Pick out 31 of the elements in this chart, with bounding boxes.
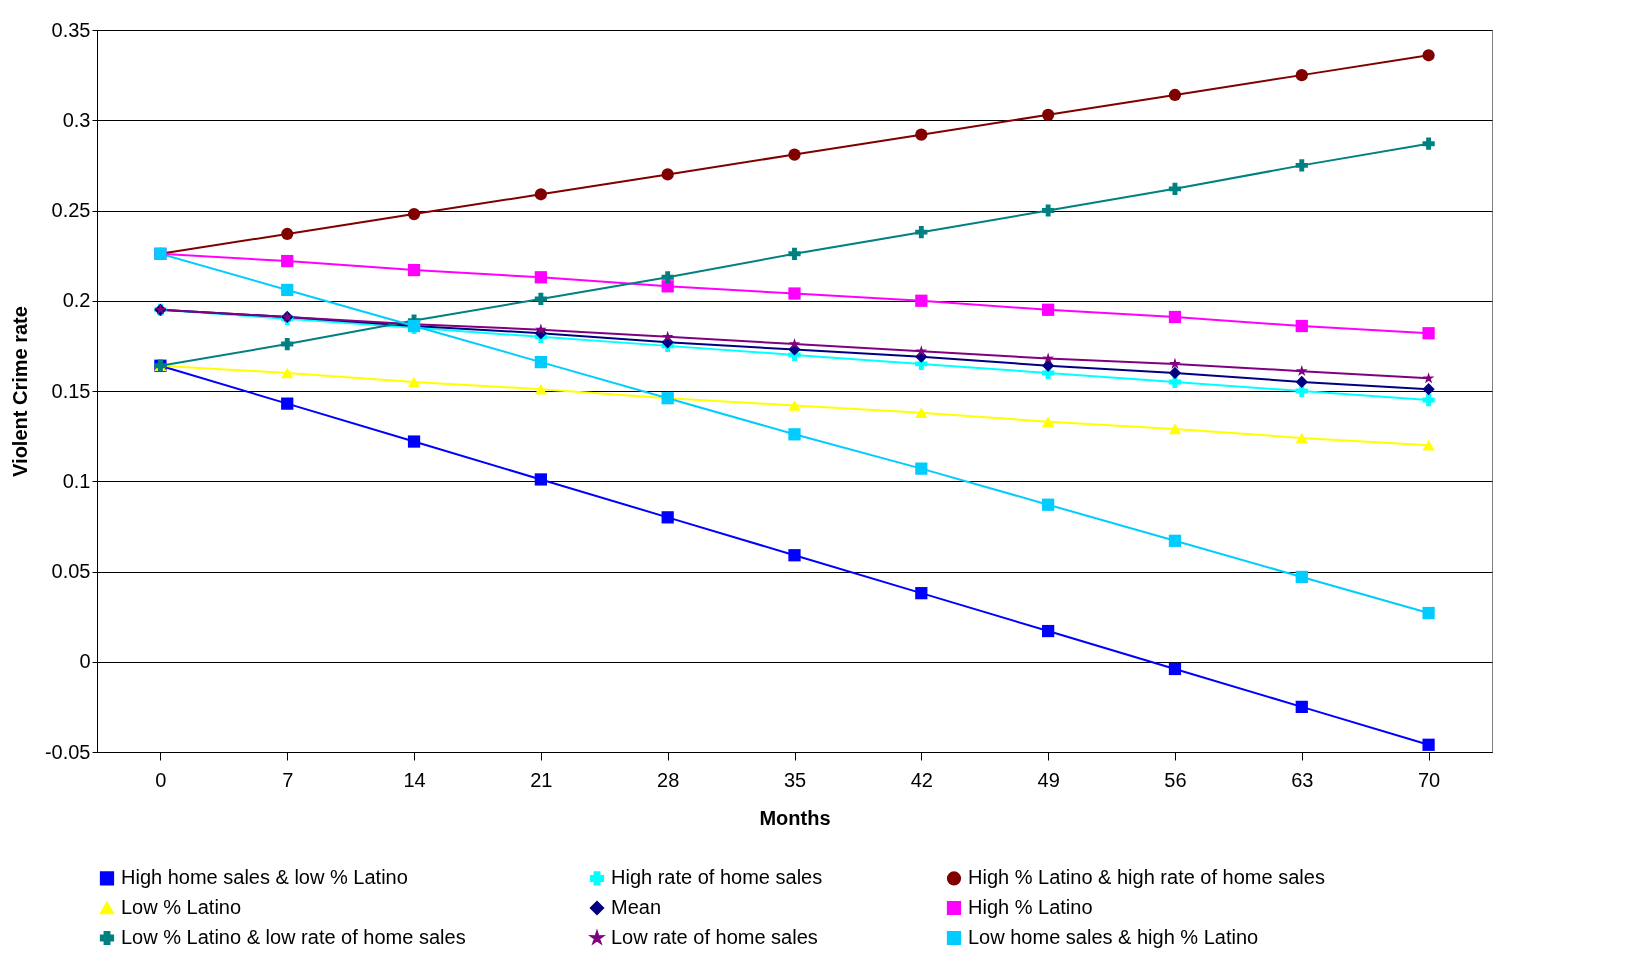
- x-tick-label: 35: [783, 768, 807, 791]
- y-tick-label: -0.05: [44, 740, 91, 763]
- legend-label: Low % Latino: [121, 896, 242, 918]
- legend-label: Low rate of home sales: [611, 926, 818, 948]
- x-tick-label: 21: [530, 768, 553, 791]
- x-axis-title: Months: [759, 806, 831, 829]
- y-tick-label: 0.25: [51, 199, 91, 221]
- y-tick-label: 0.35: [51, 18, 91, 41]
- x-tick-label: 0: [155, 768, 167, 791]
- y-tick-label: 0: [79, 650, 91, 673]
- y-tick-label: 0.3: [62, 108, 91, 131]
- x-tick-label: 7: [282, 768, 294, 791]
- y-tick-label: 0.05: [51, 560, 91, 582]
- y-tick-label: 0.1: [62, 469, 91, 492]
- x-tick-label: 42: [910, 768, 933, 791]
- legend-label: High home sales & low % Latino: [121, 866, 408, 889]
- legend-label: Low % Latino & low rate of home sales: [121, 926, 466, 948]
- x-tick-label: 28: [657, 768, 680, 791]
- y-tick-label: 0.15: [51, 379, 91, 402]
- legend-label: Low home sales & high % Latino: [968, 926, 1259, 948]
- y-axis-title: Violent Crime rate: [8, 306, 31, 477]
- x-tick-label: 63: [1291, 768, 1314, 791]
- legend-label: High % Latino: [968, 896, 1093, 918]
- x-tick-label: 70: [1417, 768, 1441, 791]
- y-tick-label: 0.2: [62, 289, 91, 312]
- x-tick-label: 14: [403, 768, 426, 791]
- legend-label: High % Latino & high rate of home sales: [968, 866, 1325, 889]
- legend-label: Mean: [611, 896, 662, 918]
- x-tick-label: 56: [1164, 768, 1187, 791]
- legend-label: High rate of home sales: [611, 866, 823, 889]
- x-tick-label: 49: [1037, 768, 1060, 791]
